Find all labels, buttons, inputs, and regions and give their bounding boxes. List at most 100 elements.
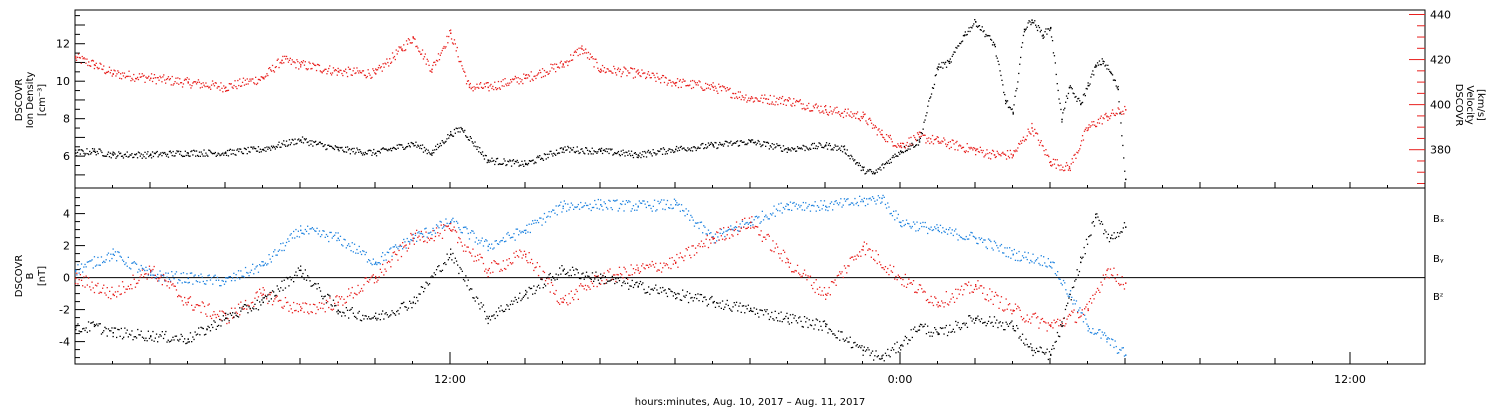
data-point: [233, 272, 235, 274]
data-point: [400, 245, 403, 247]
data-point: [199, 281, 201, 283]
data-point: [262, 148, 264, 151]
data-point: [230, 307, 233, 309]
data-point: [471, 255, 473, 257]
data-point: [721, 85, 724, 87]
data-point: [1018, 72, 1020, 75]
data-point: [798, 100, 801, 102]
data-point: [628, 150, 630, 152]
data-point: [1088, 85, 1090, 87]
data-point: [666, 153, 668, 155]
data-point: [507, 305, 509, 307]
data-point: [331, 309, 333, 311]
data-point: [764, 309, 766, 311]
data-point: [375, 69, 378, 71]
data-point: [192, 309, 194, 311]
data-point: [971, 291, 973, 293]
data-point: [728, 237, 731, 239]
data-point: [116, 73, 118, 75]
data-point: [342, 311, 344, 313]
data-point: [465, 136, 468, 138]
data-point: [931, 134, 934, 137]
data-point: [355, 316, 357, 318]
data-point: [233, 149, 235, 151]
data-point: [212, 283, 214, 285]
data-point: [738, 226, 740, 228]
data-point: [828, 286, 830, 289]
data-point: [259, 264, 261, 266]
data-point: [1049, 161, 1051, 164]
data-point: [369, 149, 371, 151]
data-point: [674, 151, 676, 153]
data-point: [787, 261, 789, 264]
data-point: [353, 67, 355, 69]
data-point: [713, 146, 715, 148]
data-point: [818, 329, 820, 331]
data-point: [461, 270, 463, 272]
data-point: [353, 243, 356, 245]
data-point: [168, 79, 171, 81]
data-point: [587, 285, 589, 287]
data-point: [835, 200, 837, 202]
data-point: [317, 143, 320, 145]
data-point: [965, 34, 967, 36]
data-point: [191, 304, 193, 306]
data-point: [201, 301, 203, 303]
data-point: [185, 342, 187, 345]
data-point: [280, 299, 282, 302]
data-point: [308, 61, 310, 63]
data-point: [707, 229, 710, 231]
data-point: [840, 112, 843, 114]
data-point: [912, 221, 915, 223]
data-point: [745, 143, 747, 145]
data-point: [243, 304, 246, 306]
data-point: [826, 206, 828, 208]
data-point: [560, 298, 562, 300]
data-point: [94, 324, 97, 326]
data-point: [566, 210, 568, 212]
data-point: [657, 269, 659, 271]
data-point: [300, 306, 302, 308]
data-point: [274, 295, 276, 297]
data-point: [521, 257, 523, 259]
data-point: [337, 70, 339, 73]
data-point: [555, 149, 558, 151]
data-point: [223, 319, 226, 321]
data-point: [1061, 118, 1063, 121]
data-point: [109, 72, 111, 74]
data-point: [622, 277, 624, 279]
data-point: [650, 207, 652, 210]
data-point: [824, 106, 826, 108]
data-point: [182, 341, 185, 343]
data-point: [140, 330, 142, 332]
data-point: [636, 209, 638, 211]
data-point: [253, 146, 255, 148]
data-point: [904, 335, 906, 338]
data-point: [105, 155, 107, 157]
data-point: [605, 206, 608, 209]
data-point: [1100, 281, 1102, 283]
data-point: [1032, 21, 1034, 24]
velocity-label-line3: [km/s]: [1475, 89, 1486, 121]
data-point: [820, 294, 822, 296]
data-point: [909, 148, 911, 150]
series-velocity: [75, 29, 1127, 172]
data-point: [946, 144, 949, 146]
data-point: [274, 249, 276, 251]
data-point: [921, 225, 923, 228]
data-point: [848, 155, 850, 157]
data-point: [327, 235, 329, 237]
data-point: [693, 80, 696, 82]
data-point: [363, 284, 365, 286]
data-point: [139, 76, 141, 78]
data-point: [945, 145, 948, 148]
data-point: [919, 284, 922, 286]
data-point: [514, 160, 516, 163]
data-point: [236, 312, 238, 315]
data-point: [776, 143, 778, 145]
data-point: [825, 144, 827, 147]
data-point: [1073, 93, 1075, 95]
data-point: [134, 153, 136, 156]
data-point: [475, 237, 478, 239]
data-point: [753, 219, 755, 221]
